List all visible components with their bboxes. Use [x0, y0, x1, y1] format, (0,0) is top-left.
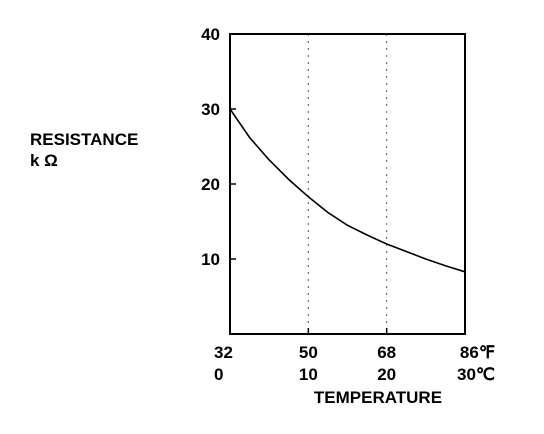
x-axis-title: TEMPERATURE	[314, 388, 442, 407]
y-axis-ticks: 10 20 30 40	[201, 25, 236, 269]
y-axis-title: RESISTANCE	[30, 130, 138, 149]
x-tick-label-fahrenheit: 68	[377, 343, 396, 362]
y-tick-label: 20	[201, 175, 220, 194]
y-axis-unit: k Ω	[30, 151, 58, 170]
grid-lines	[307, 34, 388, 334]
x-tick-label-celsius: 0	[214, 365, 223, 384]
x-tick-label-celsius: 20	[377, 365, 396, 384]
x-tick-label-celsius: 30℃	[457, 365, 495, 384]
plot-frame	[229, 33, 466, 335]
x-tick-label-fahrenheit: 86℉	[460, 343, 495, 362]
y-tick-label: 10	[201, 250, 220, 269]
x-tick-label-fahrenheit: 32	[214, 343, 233, 362]
x-axis-ticks: 32 0 50 10 68 20 86℉ 30℃	[214, 328, 495, 384]
y-tick-label: 40	[201, 25, 220, 44]
y-tick-label: 30	[201, 100, 220, 119]
resistance-curve	[229, 108, 466, 273]
x-tick-label-celsius: 10	[299, 365, 318, 384]
x-tick-label-fahrenheit: 50	[299, 343, 318, 362]
